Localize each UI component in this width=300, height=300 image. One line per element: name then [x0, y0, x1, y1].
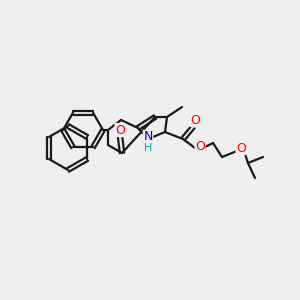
Text: H: H — [144, 143, 152, 153]
Text: O: O — [236, 142, 246, 154]
Text: O: O — [190, 113, 200, 127]
Text: N: N — [143, 130, 153, 143]
Text: O: O — [115, 124, 125, 136]
Text: O: O — [195, 140, 205, 152]
